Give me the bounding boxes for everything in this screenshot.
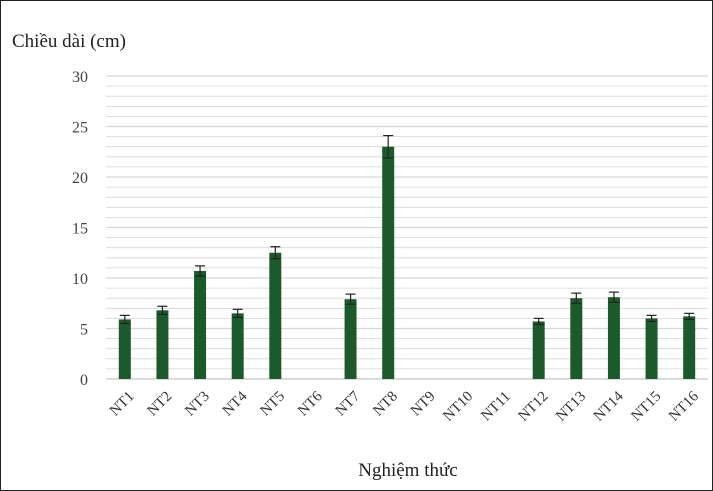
y-tick-label: 5 <box>80 322 88 339</box>
y-tick-label: 20 <box>72 170 88 187</box>
bar-nt1 <box>118 319 131 379</box>
x-tick-label: NT8 <box>370 389 401 420</box>
bar-nt8 <box>382 146 395 379</box>
bar-nt12 <box>532 321 545 379</box>
x-tick-label: NT2 <box>145 389 176 420</box>
x-tick-label: NT13 <box>553 389 589 425</box>
bar-nt7 <box>344 299 357 379</box>
y-tick-label: 30 <box>72 69 88 86</box>
x-tick-label: NT15 <box>628 389 664 425</box>
x-tick-label: NT16 <box>666 388 702 424</box>
y-tick-label: 0 <box>80 372 88 389</box>
x-tick-label: NT1 <box>107 389 138 420</box>
x-tick-label: NT3 <box>182 389 213 420</box>
bar-nt13 <box>570 298 583 379</box>
x-tick-label: NT12 <box>515 389 551 425</box>
y-tick-label: 15 <box>72 221 88 238</box>
bar-nt3 <box>194 270 207 379</box>
x-tick-label: NT7 <box>333 388 364 419</box>
x-tick-label: NT4 <box>220 388 251 419</box>
bar-nt16 <box>683 316 696 379</box>
bar-nt4 <box>231 313 244 379</box>
x-tick-label: NT11 <box>478 389 514 425</box>
grid <box>106 75 708 380</box>
x-tick-label: NT10 <box>440 389 476 425</box>
y-tick-label: 10 <box>72 271 88 288</box>
x-tick-label: NT5 <box>257 389 288 420</box>
y-tick-label: 25 <box>72 120 88 137</box>
x-tick-label: NT14 <box>591 388 627 424</box>
bar-nt14 <box>607 297 620 379</box>
x-tick-label: NT9 <box>408 389 439 420</box>
y-axis-label: Chiều dài (cm) <box>12 31 126 52</box>
bars <box>118 134 696 379</box>
x-tick-labels: NT1 NT2 NT3 NT4 NT5 NT6 NT7 NT8 NT9 NT10 NT11 NT12 N… <box>107 388 702 424</box>
bar-nt5 <box>269 252 282 379</box>
bar-nt2 <box>156 310 169 379</box>
y-tick-labels: 0 5 10 15 20 25 30 <box>72 69 88 389</box>
bar-nt15 <box>645 318 658 379</box>
x-axis-label: Nghiệm thức <box>358 460 457 481</box>
x-tick-label: NT6 <box>295 388 326 419</box>
